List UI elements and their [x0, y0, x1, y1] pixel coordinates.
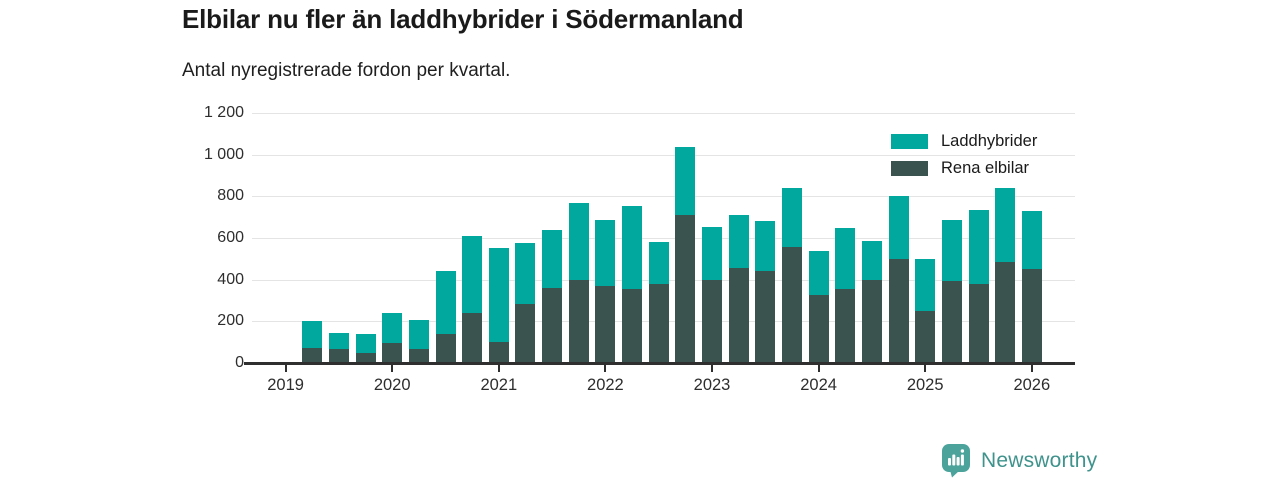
x-tick-2021: [497, 365, 500, 372]
x-axis-label-2025: 2025: [906, 376, 944, 394]
x-tick-2022: [604, 365, 607, 372]
bar-2024-Q3-rena-elbilar: [861, 279, 882, 363]
bar-2025-Q1-laddhybrider: [915, 258, 936, 311]
newsworthy-logo[interactable]: Newsworthy: [941, 443, 1097, 478]
bar-2022-Q3-rena-elbilar: [648, 283, 669, 363]
y-axis-label-1200: 1 200: [203, 104, 244, 121]
bar-2022-Q3-laddhybrider: [648, 242, 669, 284]
bar-2024-Q4-laddhybrider: [888, 196, 909, 259]
y-axis-label-400: 400: [217, 270, 244, 288]
legend-swatch-laddhybrider: [891, 134, 928, 149]
gridline-800: [252, 196, 1075, 198]
brand-name: Newsworthy: [981, 448, 1098, 472]
bar-2019-Q3-rena-elbilar: [328, 349, 349, 363]
x-axis-line: [244, 362, 1075, 365]
x-axis-label-2023: 2023: [693, 376, 731, 394]
x-axis-label-2024: 2024: [800, 376, 837, 394]
bar-2023-Q3-laddhybrider: [755, 221, 776, 272]
bar-2021-Q3-laddhybrider: [542, 229, 563, 288]
legend-item-rena-elbilar: Rena elbilar: [891, 155, 1037, 182]
y-axis-label-600: 600: [217, 229, 244, 246]
bar-2022-Q4-rena-elbilar: [675, 215, 696, 363]
newsworthy-icon: [942, 444, 970, 478]
x-tick-2025: [924, 365, 927, 372]
bar-2026-Q1-rena-elbilar: [1021, 269, 1042, 363]
bar-2024-Q2-rena-elbilar: [835, 289, 856, 363]
bar-2021-Q4-rena-elbilar: [568, 279, 589, 363]
bar-2021-Q1-rena-elbilar: [488, 342, 509, 363]
bar-2022-Q1-laddhybrider: [595, 220, 616, 286]
page-subtitle: Antal nyregistrerade fordon per kvartal.: [182, 60, 511, 81]
bar-2022-Q4-laddhybrider: [675, 147, 696, 216]
bar-2020-Q3-rena-elbilar: [435, 333, 456, 363]
bar-2025-Q1-rena-elbilar: [915, 310, 936, 363]
gridline-1200: [252, 113, 1075, 114]
bar-2023-Q1-rena-elbilar: [702, 279, 722, 363]
bar-2023-Q2-rena-elbilar: [728, 268, 749, 363]
bar-2019-Q4-laddhybrider: [355, 333, 376, 353]
bar-2023-Q3-rena-elbilar: [755, 271, 776, 363]
bar-2023-Q2-laddhybrider: [728, 215, 749, 269]
bar-2025-Q4-laddhybrider: [995, 188, 1016, 262]
gridline-1000: [252, 154, 1075, 156]
bar-2026-Q1-laddhybrider: [1021, 210, 1042, 270]
bar-2023-Q4-rena-elbilar: [781, 247, 802, 363]
bar-2019-Q2-rena-elbilar: [302, 348, 323, 363]
bar-2019-Q4-rena-elbilar: [355, 352, 376, 363]
bar-2024-Q1-rena-elbilar: [808, 295, 829, 363]
y-axis-label-0: 0: [235, 354, 244, 371]
bar-2024-Q4-rena-elbilar: [888, 258, 909, 363]
bar-2021-Q2-laddhybrider: [515, 243, 536, 304]
bar-2020-Q3-laddhybrider: [435, 271, 456, 334]
bar-2021-Q1-laddhybrider: [488, 248, 509, 343]
x-axis-label-2026: 2026: [1013, 376, 1051, 394]
bar-2025-Q2-rena-elbilar: [941, 280, 962, 363]
x-axis-label-2021: 2021: [480, 376, 518, 394]
bar-2020-Q2-laddhybrider: [408, 320, 429, 350]
bar-2020-Q1-rena-elbilar: [382, 343, 403, 363]
bar-2025-Q4-rena-elbilar: [995, 261, 1016, 363]
bar-2025-Q3-rena-elbilar: [968, 283, 989, 363]
bar-2022-Q2-rena-elbilar: [622, 289, 643, 363]
bar-2023-Q4-laddhybrider: [781, 188, 802, 248]
legend-swatch-rena-elbilar: [891, 161, 928, 176]
page-title: Elbilar nu fler än laddhybrider i Söderm…: [182, 4, 744, 34]
x-tick-2026: [1030, 365, 1033, 372]
legend-label: Rena elbilar: [941, 159, 1030, 177]
bar-2023-Q1-laddhybrider: [702, 226, 722, 280]
y-axis-label-1000: 1 000: [203, 145, 244, 163]
y-axis-label-200: 200: [217, 312, 244, 330]
bar-2019-Q2-laddhybrider: [302, 321, 323, 349]
bar-2024-Q1-laddhybrider: [808, 250, 829, 296]
bar-2021-Q3-rena-elbilar: [542, 288, 563, 363]
bar-2021-Q2-rena-elbilar: [515, 303, 536, 363]
bar-2020-Q4-laddhybrider: [462, 235, 483, 313]
gridline-600: [252, 238, 1075, 239]
bar-2025-Q3-laddhybrider: [968, 209, 989, 284]
bar-2019-Q3-laddhybrider: [328, 332, 349, 350]
x-tick-2020: [391, 365, 394, 372]
bar-2020-Q4-rena-elbilar: [462, 313, 483, 363]
x-tick-2023: [711, 365, 713, 372]
y-axis-label-800: 800: [217, 187, 244, 205]
legend-item-laddhybrider: Laddhybrider: [891, 128, 1037, 155]
x-axis-label-2019: 2019: [267, 376, 304, 394]
bar-2025-Q2-laddhybrider: [941, 220, 962, 281]
chart-plot: 0 200 400 600 800 1 000 1 200 2019 2020 2021 2022 2…: [204, 104, 1075, 394]
x-tick-2019: [284, 365, 287, 372]
legend-label: Laddhybrider: [941, 132, 1038, 150]
bar-2021-Q4-laddhybrider: [568, 202, 589, 280]
bar-2020-Q1-laddhybrider: [382, 313, 403, 344]
bar-2022-Q1-rena-elbilar: [595, 285, 616, 363]
bar-2024-Q3-laddhybrider: [861, 241, 882, 280]
x-axis-label-2022: 2022: [587, 376, 624, 394]
chart-legend: Laddhybrider Rena elbilar: [891, 128, 1037, 182]
x-tick-2024: [817, 365, 820, 372]
bar-2022-Q2-laddhybrider: [622, 205, 643, 290]
bar-2024-Q2-laddhybrider: [835, 227, 856, 290]
bar-2020-Q2-rena-elbilar: [408, 349, 429, 363]
x-axis-label-2020: 2020: [373, 376, 411, 394]
